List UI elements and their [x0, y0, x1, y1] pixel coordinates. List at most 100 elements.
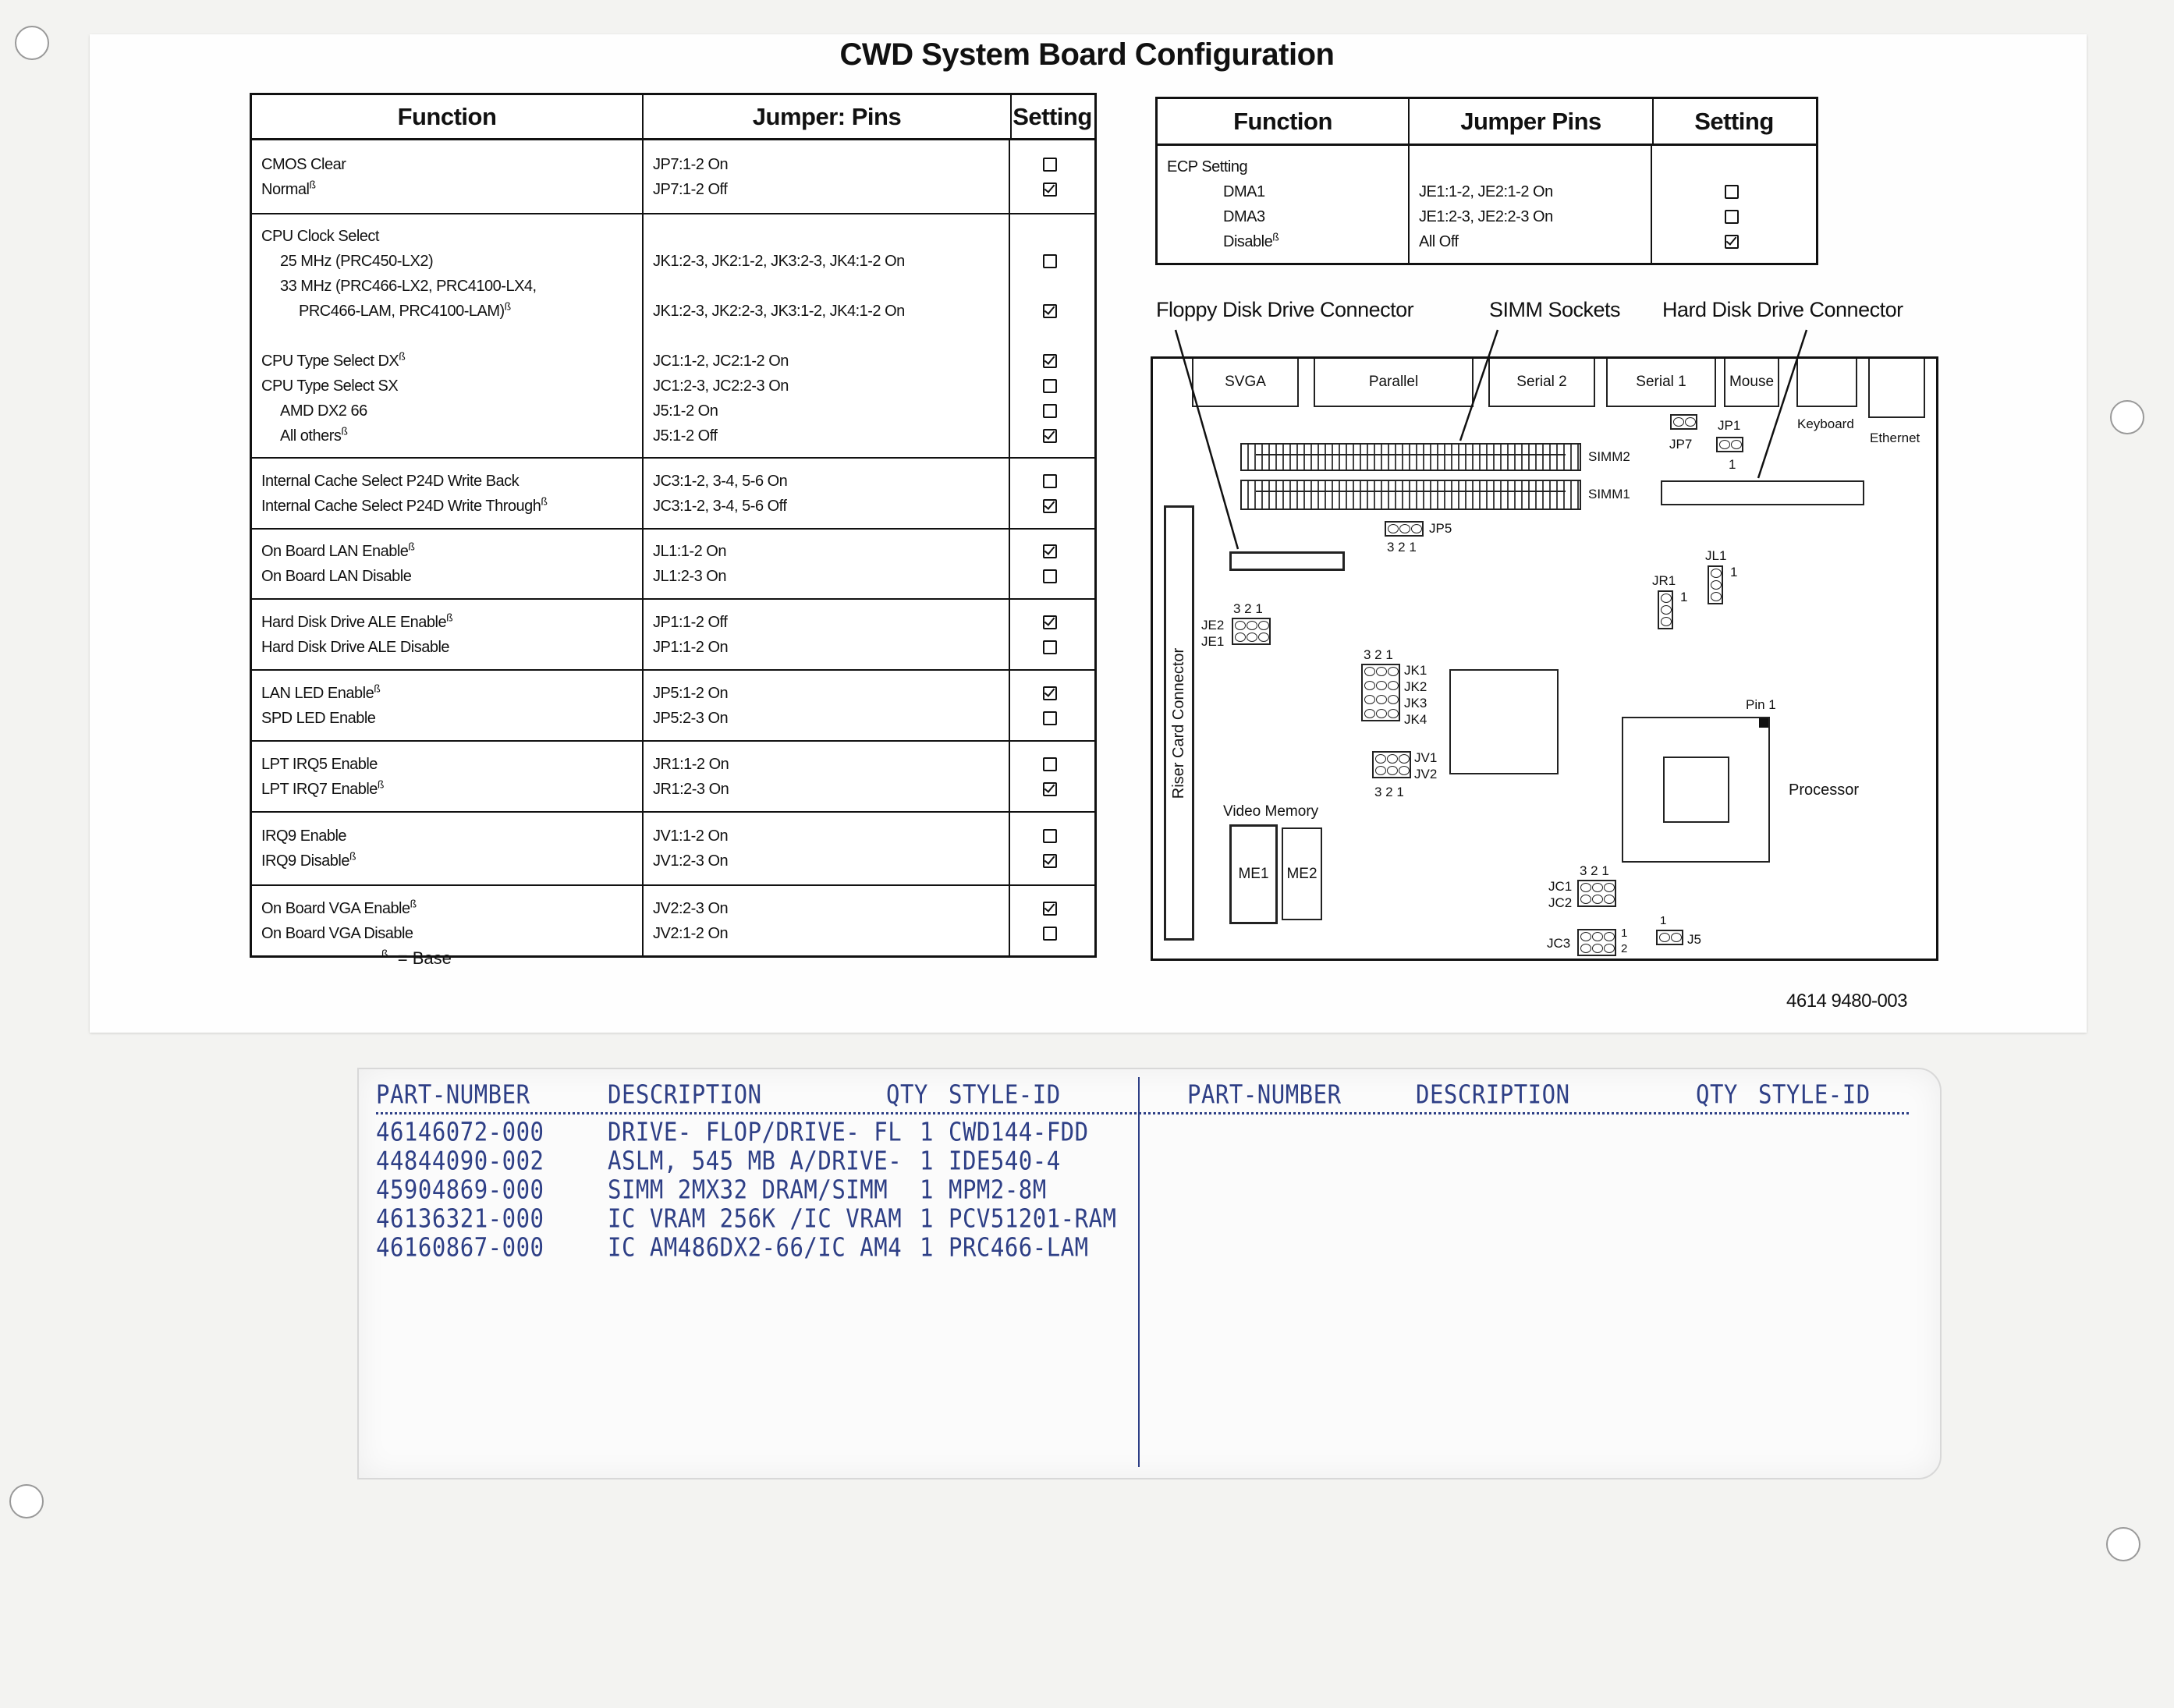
- unchecked-checkbox[interactable]: [1043, 157, 1057, 172]
- setting-line: [1020, 494, 1080, 519]
- jumper-pins-cell: JV1:1-2 On JV1:2-3 On: [642, 813, 1009, 884]
- quantity: 1: [920, 1231, 934, 1263]
- jc2-label: JC2: [1548, 895, 1573, 910]
- base-marker: ß: [341, 423, 348, 437]
- jumper-pins-text: JL1:2-3 On: [653, 568, 726, 585]
- function-text: IRQ9 Enable: [261, 827, 347, 845]
- setting-line: [1662, 229, 1802, 254]
- part-number: 44844090-002: [376, 1145, 544, 1176]
- binder-hole: [2106, 1527, 2140, 1561]
- base-marker: ß: [349, 849, 356, 863]
- checked-checkbox[interactable]: [1043, 428, 1057, 443]
- function-cell: LPT IRQ5 Enable LPT IRQ7 Enableß: [252, 742, 642, 811]
- jumper-pins-text: JE1:2-3, JE2:2-3 On: [1419, 208, 1553, 225]
- setting-line: [1020, 706, 1080, 731]
- jp5-pin-order: 3 2 1: [1387, 540, 1417, 555]
- jumper-pins-text: JC1:2-3, JC2:2-3 On: [653, 377, 789, 395]
- function-text: On Board LAN Enable: [261, 543, 409, 560]
- checked-checkbox[interactable]: [1725, 235, 1739, 249]
- jv-jumper-block: [1372, 751, 1411, 778]
- unchecked-checkbox[interactable]: [1043, 253, 1057, 268]
- processor-label: Processor: [1789, 781, 1860, 799]
- port-serial-2: Serial 2: [1488, 359, 1595, 407]
- table-row: Hard Disk Drive ALE Enableß Hard Disk Dri…: [252, 600, 1094, 671]
- function-text: Internal Cache Select P24D Write Through: [261, 497, 541, 515]
- checked-checkbox[interactable]: [1043, 901, 1057, 916]
- jumper-pins-cell: JP5:1-2 On JP5:2-3 On: [642, 671, 1009, 740]
- system-board-diagram: SVGA Parallel Serial 2 Serial 1 Mouse Ke…: [1151, 356, 1938, 961]
- video-memory-me2: ME2: [1282, 827, 1322, 920]
- checked-checkbox[interactable]: [1043, 353, 1057, 368]
- function-line: On Board VGA Enableß: [261, 896, 633, 921]
- checked-checkbox[interactable]: [1043, 498, 1057, 513]
- jp1-label: JP1: [1718, 418, 1741, 433]
- je-pin-order: 3 2 1: [1233, 601, 1263, 616]
- jv2-label: JV2: [1414, 767, 1438, 781]
- unchecked-checkbox[interactable]: [1043, 757, 1057, 771]
- function-text: CPU Type Select SX: [261, 377, 399, 395]
- unchecked-checkbox[interactable]: [1043, 926, 1057, 941]
- function-cell: CMOS Clear Normalß: [252, 140, 642, 213]
- jk-pin-order: 3 2 1: [1364, 647, 1393, 662]
- setting-line: [1020, 777, 1080, 802]
- jumper-pins-text: JP7:1-2 On: [653, 155, 729, 173]
- je2-label: JE2: [1201, 618, 1225, 633]
- table-row: LPT IRQ5 Enable LPT IRQ7 Enableß JR1:1-2 O…: [252, 742, 1094, 813]
- unchecked-checkbox[interactable]: [1043, 829, 1057, 843]
- unchecked-checkbox[interactable]: [1725, 185, 1739, 199]
- function-line: CPU Clock Select: [261, 224, 633, 249]
- function-line: On Board LAN Enableß: [261, 539, 633, 564]
- function-cell: Hard Disk Drive ALE Enableß Hard Disk Dri…: [252, 600, 642, 669]
- riser-card-connector: Riser Card Connector: [1164, 505, 1194, 941]
- checked-checkbox[interactable]: [1043, 686, 1057, 700]
- unchecked-checkbox[interactable]: [1043, 473, 1057, 488]
- jr1-jumper: [1658, 590, 1673, 629]
- unchecked-checkbox[interactable]: [1043, 710, 1057, 725]
- port-ethernet: [1868, 359, 1925, 418]
- style-id: MPM2-8M: [949, 1174, 1047, 1205]
- unchecked-checkbox[interactable]: [1043, 378, 1057, 393]
- style-id: PRC466-LAM: [949, 1231, 1089, 1263]
- checked-checkbox[interactable]: [1043, 303, 1057, 318]
- setting-line: [1020, 423, 1080, 448]
- column-header: Jumper: Pins: [642, 95, 1010, 138]
- function-cell: Internal Cache Select P24D Write Back Int…: [252, 459, 642, 528]
- column-header: Setting: [1010, 95, 1093, 138]
- function-line: Disableß: [1167, 229, 1399, 254]
- setting-cell: [1009, 214, 1090, 457]
- column-header: QTY: [886, 1079, 928, 1110]
- setting-line: [1662, 154, 1802, 179]
- function-line: SPD LED Enable: [261, 706, 633, 731]
- page-title: CWD System Board Configuration: [839, 37, 1335, 72]
- setting-line: [1020, 324, 1080, 349]
- hdd-callout-label: Hard Disk Drive Connector: [1662, 298, 1903, 321]
- function-line: DMA3: [1167, 204, 1399, 229]
- checked-checkbox[interactable]: [1043, 615, 1057, 629]
- unchecked-checkbox[interactable]: [1725, 210, 1739, 224]
- function-text: Hard Disk Drive ALE Disable: [261, 638, 450, 656]
- unchecked-checkbox[interactable]: [1043, 640, 1057, 654]
- part-number: 45904869-000: [376, 1174, 544, 1205]
- checked-checkbox[interactable]: [1043, 182, 1057, 197]
- jc3-pin-2-label: 2: [1621, 942, 1628, 955]
- keyboard-label: Keyboard: [1797, 416, 1854, 431]
- table-row: IRQ9 Enable IRQ9 Disableß JV1:1-2 On JV1:2-…: [252, 813, 1094, 886]
- jumper-pins-text: JC3:1-2, 3-4, 5-6 On: [653, 472, 788, 490]
- jr1-pin-1-label: 1: [1680, 590, 1688, 604]
- checked-checkbox[interactable]: [1043, 781, 1057, 796]
- jumper-pins-text: [653, 274, 999, 299]
- jv-pin-order: 3 2 1: [1374, 785, 1404, 799]
- checked-checkbox[interactable]: [1043, 544, 1057, 558]
- unchecked-checkbox[interactable]: [1043, 403, 1057, 418]
- checked-checkbox[interactable]: [1043, 854, 1057, 868]
- je-jumper-block: [1232, 618, 1271, 645]
- setting-line: [1020, 274, 1080, 299]
- parts-list-label: PART-NUMBER PART-NUMBER DESCRIPTION DESCRIP…: [357, 1068, 1942, 1479]
- table-row: On Board VGA Enableß On Board VGA Disable…: [252, 886, 1094, 955]
- unchecked-checkbox[interactable]: [1043, 569, 1057, 583]
- function-text: DMA1: [1223, 183, 1265, 200]
- function-line: On Board LAN Disable: [261, 564, 633, 589]
- setting-line: [1020, 299, 1080, 324]
- jumper-pins-text: [653, 324, 999, 349]
- jumper-pins-text: JP7:1-2 Off: [653, 180, 728, 198]
